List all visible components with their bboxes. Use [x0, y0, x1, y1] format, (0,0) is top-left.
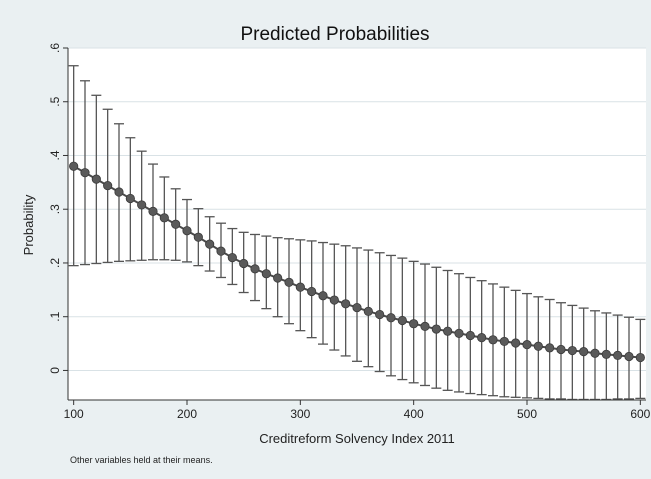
data-point — [477, 333, 487, 343]
data-point — [273, 273, 283, 283]
data-point — [511, 338, 521, 348]
data-point — [431, 324, 441, 334]
data-point — [545, 343, 555, 353]
y-axis-ticks: 0 .1 .2 .3 .4 .5 .6 — [48, 43, 68, 374]
y-tick-label: .2 — [48, 258, 62, 268]
data-point — [103, 180, 113, 191]
y-axis-label: Probability — [21, 194, 36, 255]
x-tick-label: 200 — [177, 407, 197, 421]
data-point — [182, 226, 192, 236]
y-tick-label: .4 — [48, 150, 62, 160]
data-point — [205, 239, 215, 249]
data-point — [420, 321, 430, 331]
data-point — [250, 264, 260, 274]
data-point — [579, 347, 589, 357]
data-point — [567, 345, 577, 356]
y-tick-label: .6 — [48, 43, 62, 53]
data-point — [488, 335, 498, 345]
x-axis-label: Creditreform Solvency Index 2011 — [259, 431, 455, 446]
data-point — [239, 258, 249, 269]
data-point — [635, 352, 645, 363]
data-point — [397, 315, 407, 326]
chart-title: Predicted Probabilities — [240, 24, 429, 45]
data-point — [171, 219, 181, 229]
data-point — [443, 326, 453, 336]
data-point — [193, 232, 203, 242]
y-tick-label: 0 — [48, 367, 62, 374]
data-point — [556, 344, 566, 355]
x-tick-label: 300 — [290, 407, 310, 421]
data-point — [454, 328, 464, 338]
data-point — [216, 246, 226, 256]
data-point — [137, 200, 147, 210]
data-point — [284, 277, 294, 287]
data-point — [341, 299, 351, 309]
data-point — [533, 341, 543, 351]
data-point — [375, 309, 385, 320]
data-point — [386, 313, 396, 323]
y-tick-label: .3 — [48, 204, 62, 214]
data-point — [624, 351, 634, 362]
data-point — [80, 168, 90, 178]
data-point — [329, 295, 339, 305]
data-point — [295, 282, 305, 292]
data-point — [159, 213, 169, 223]
data-point — [409, 319, 419, 329]
data-point — [261, 269, 271, 279]
data-point — [613, 350, 623, 360]
data-point — [499, 336, 509, 347]
data-point — [148, 206, 158, 216]
data-point — [465, 330, 475, 341]
data-points — [69, 161, 645, 363]
data-point — [69, 161, 79, 171]
chart-note: Other variables held at their means. — [70, 455, 213, 465]
data-point — [227, 252, 237, 263]
data-point — [91, 174, 101, 184]
x-axis-ticks: 100 200 300 400 500 600 — [64, 400, 651, 421]
y-tick-label: .1 — [48, 311, 62, 321]
data-point — [125, 193, 135, 204]
x-tick-label: 500 — [517, 407, 537, 421]
y-tick-label: .5 — [48, 96, 62, 106]
data-point — [318, 291, 328, 301]
data-point — [114, 187, 124, 197]
data-point — [363, 306, 373, 316]
data-point — [601, 349, 611, 359]
data-point — [307, 286, 317, 297]
data-point — [352, 302, 362, 313]
data-point — [590, 348, 600, 358]
x-tick-label: 100 — [64, 407, 84, 421]
data-point — [522, 340, 532, 350]
x-tick-label: 400 — [404, 407, 424, 421]
x-tick-label: 600 — [630, 407, 650, 421]
